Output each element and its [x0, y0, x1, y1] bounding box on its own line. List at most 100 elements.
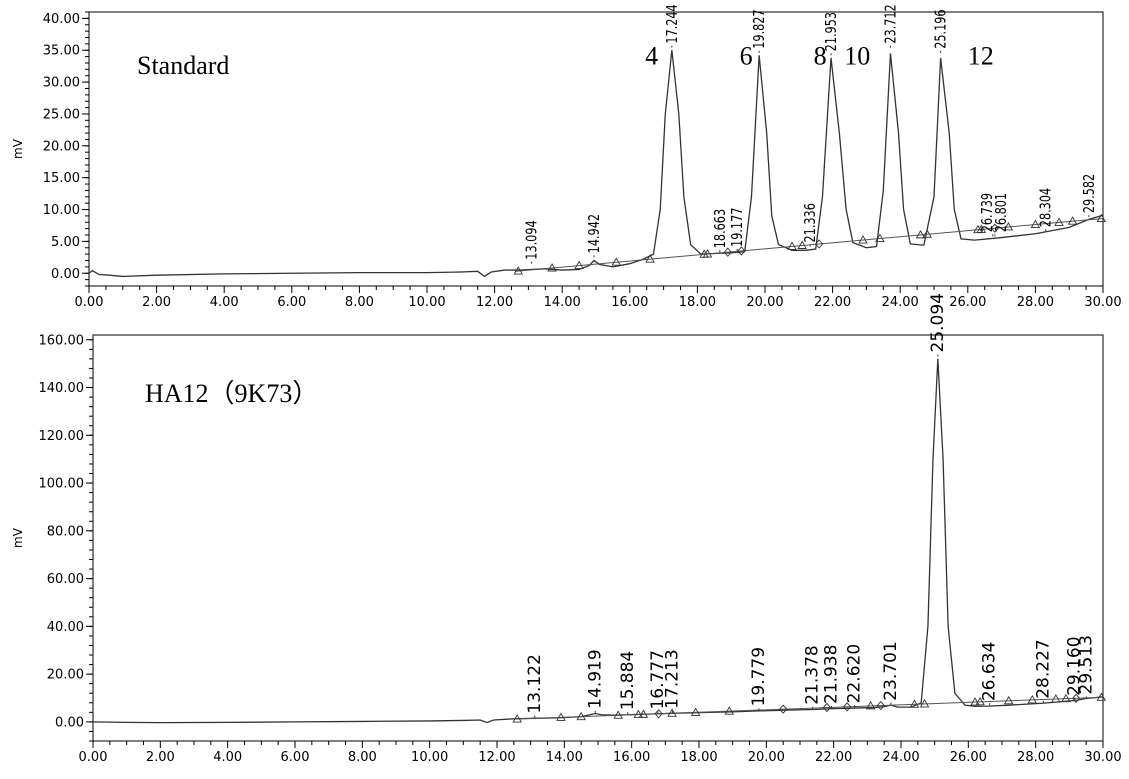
peak-time-label: 17.244	[664, 4, 681, 43]
peak-start-marker	[513, 266, 524, 275]
x-tick-label: 4.00	[213, 750, 242, 765]
peak-start-marker	[858, 235, 868, 244]
x-tick-label: 6.00	[277, 295, 306, 310]
x-tick-label: 20.00	[748, 750, 785, 765]
peak-end-marker	[822, 702, 832, 713]
peak-start-marker	[574, 260, 584, 270]
y-tick-label: 35.00	[43, 44, 80, 59]
x-tick-label: 2.00	[146, 750, 175, 765]
peak-end-marker	[990, 223, 999, 233]
y-tick-label: 40.00	[47, 620, 84, 635]
peak-end-marker	[1071, 693, 1081, 703]
x-tick-label: 12.00	[476, 295, 513, 310]
peak-time-label: 29.160	[1065, 636, 1085, 695]
panel-title: Standard	[137, 51, 229, 80]
peak-time-label: 14.919	[585, 649, 605, 708]
y-tick-label: 140.00	[39, 381, 85, 396]
peak-start-marker	[865, 701, 876, 710]
x-tick-label: 10.00	[408, 295, 445, 310]
baseline	[514, 217, 1104, 272]
y-tick-label: 20.00	[47, 668, 84, 683]
x-tick-label: 26.00	[949, 295, 986, 310]
peak-time-label: 19.827	[752, 9, 769, 48]
peak-start-marker	[909, 699, 920, 708]
peak-start-marker	[975, 696, 985, 706]
peak-start-marker	[1096, 692, 1107, 701]
peak-start-marker	[919, 699, 930, 708]
peak-time-label: 25.094	[928, 293, 948, 352]
peak-start-marker	[667, 708, 677, 717]
y-tick-label: 120.00	[39, 429, 85, 444]
y-tick-label: 15.00	[43, 171, 80, 186]
peak-start-marker	[1067, 216, 1078, 225]
y-tick-label: 10.00	[43, 203, 80, 218]
peak-start-marker	[970, 697, 980, 706]
y-tick-label: 40.00	[43, 12, 80, 27]
x-tick-label: 18.00	[679, 295, 716, 310]
peak-time-label: 22.620	[845, 644, 865, 703]
peak-time-label: 19.177	[730, 208, 747, 247]
x-tick-label: 4.00	[210, 295, 239, 310]
x-tick-label: 16.00	[613, 750, 650, 765]
peak-time-label: 28.227	[1033, 639, 1053, 698]
peak-time-label: 26.634	[980, 642, 1000, 701]
peak-start-marker	[690, 707, 701, 716]
peak-annotation: 4	[645, 41, 658, 70]
y-axis-label: mV	[11, 527, 25, 548]
y-tick-label: 60.00	[47, 572, 84, 587]
peak-start-marker	[512, 714, 522, 723]
peak-time-label: 13.094	[524, 220, 541, 259]
peak-start-marker	[1027, 695, 1038, 704]
peak-start-marker	[611, 257, 622, 266]
peak-start-marker	[1061, 693, 1071, 703]
y-tick-label: 100.00	[39, 477, 85, 492]
y-tick-label: 0.00	[55, 715, 84, 730]
peak-start-marker	[613, 710, 623, 719]
x-tick-label: 0.00	[75, 295, 104, 310]
peak-end-marker	[814, 239, 824, 249]
x-tick-label: 18.00	[680, 750, 717, 765]
peak-time-label: 23.712	[883, 4, 900, 43]
x-tick-label: 28.00	[1017, 295, 1054, 310]
peak-annotation: 10	[844, 41, 870, 70]
chromatogram-trace	[92, 358, 1104, 724]
y-tick-label: 20.00	[43, 139, 80, 154]
y-axis-label: mV	[11, 138, 25, 159]
x-tick-label: 6.00	[281, 750, 310, 765]
peak-time-label: 18.663	[712, 209, 729, 248]
x-tick-label: 2.00	[142, 295, 171, 310]
y-tick-label: 160.00	[39, 333, 85, 348]
x-tick-label: 16.00	[611, 295, 648, 310]
x-tick-label: 8.00	[345, 295, 374, 310]
peak-start-marker	[922, 229, 933, 238]
peak-time-label: 21.336	[803, 203, 820, 242]
peak-start-marker	[1096, 213, 1107, 223]
peak-start-marker	[787, 241, 797, 250]
peak-start-marker	[915, 229, 926, 239]
peak-end-marker	[779, 704, 788, 714]
peak-start-marker	[976, 224, 987, 233]
peak-end-marker	[723, 247, 732, 257]
peak-start-marker	[1030, 219, 1041, 228]
peak-start-marker	[547, 263, 557, 272]
x-tick-label: 28.00	[1017, 750, 1054, 765]
peak-annotation: 8	[814, 41, 827, 70]
x-tick-label: 22.00	[814, 295, 851, 310]
y-tick-label: 30.00	[43, 76, 80, 91]
chart-panel-1: 0.00 2.00 4.00 6.00 8.00 10.00 12.00 14.00 16.00…	[11, 4, 1122, 310]
peak-time-label: 28.304	[1038, 188, 1055, 227]
x-tick-label: 24.00	[882, 750, 919, 765]
peak-time-label: 29.582	[1081, 174, 1098, 213]
x-tick-label: 24.00	[882, 295, 919, 310]
peak-time-label: 17.213	[663, 649, 683, 708]
y-tick-label: 5.00	[51, 235, 80, 250]
x-tick-label: 26.00	[950, 750, 987, 765]
peak-end-marker	[654, 709, 663, 719]
baseline	[517, 696, 1104, 720]
peak-time-label: 21.953	[824, 12, 841, 51]
chart-panel-2: 0.00 2.00 4.00 6.00 8.00 10.00 12.00 14.00 16.00…	[11, 293, 1122, 765]
peak-time-label: 14.942	[587, 214, 604, 253]
peak-time-label: 29.513	[1077, 635, 1097, 694]
peak-start-marker	[556, 712, 566, 721]
